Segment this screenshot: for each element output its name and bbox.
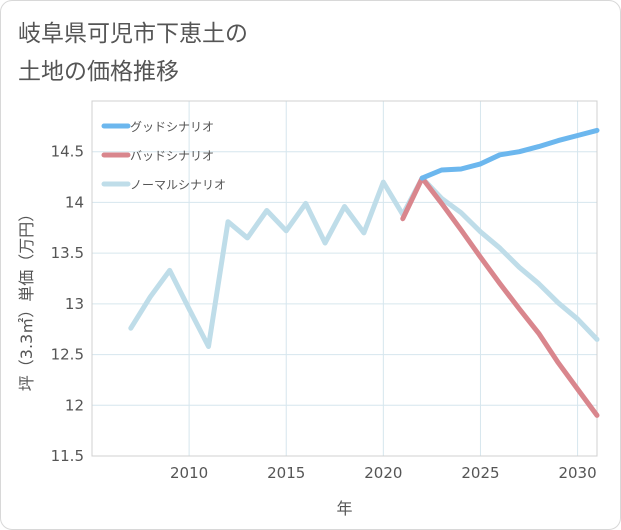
chart-title: 岐阜県可児市下恵土の 土地の価格推移 [18, 21, 248, 85]
x-tick-label: 2030 [558, 464, 596, 482]
series-line-3 [128, 175, 600, 349]
x-axis-label: 年 [336, 499, 352, 518]
y-tick-label: 12 [65, 396, 84, 414]
series-line-1 [419, 127, 600, 181]
x-tick-label: 2020 [364, 464, 402, 482]
x-tick-label: 2025 [461, 464, 499, 482]
series-lines [128, 127, 600, 418]
y-tick-label: 11.5 [51, 447, 84, 465]
y-tick-label: 12.5 [51, 346, 84, 364]
legend-label: グッドシナリオ [130, 120, 214, 134]
y-axis-label: 坪（3.3㎡）単価（万円） [17, 206, 36, 391]
x-tick-labels: 2010 2015 2020 2025 2030 [170, 464, 597, 482]
y-tick-label: 13.5 [51, 244, 84, 262]
x-tick-label: 2010 [170, 464, 208, 482]
plot-area [91, 100, 598, 457]
x-tick-label: 2015 [267, 464, 305, 482]
series-line-2 [400, 175, 600, 418]
y-tick-labels: 11.5 12 12.5 13 13.5 14 14.5 [51, 143, 84, 465]
legend-label: バッドシナリオ [130, 149, 214, 163]
y-tick-label: 14.5 [51, 143, 84, 161]
y-tick-label: 14 [65, 193, 84, 211]
legend-label: ノーマルシナリオ [130, 178, 226, 192]
grid-lines [92, 101, 597, 457]
y-tick-label: 13 [65, 295, 84, 313]
